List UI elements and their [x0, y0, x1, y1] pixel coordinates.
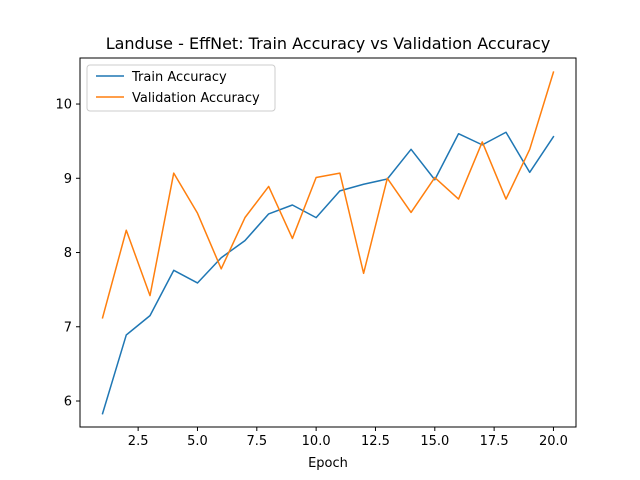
y-tick-label: 10: [55, 98, 72, 113]
legend-label-train-accuracy: Train Accuracy: [131, 70, 227, 85]
x-tick-label: 12.5: [361, 434, 390, 449]
x-tick-label: 2.5: [128, 434, 149, 449]
legend-label-validation-accuracy: Validation Accuracy: [132, 91, 260, 106]
legend-box: [86, 64, 276, 112]
x-tick-label: 17.5: [480, 434, 509, 449]
x-axis-label: Epoch: [308, 456, 348, 471]
plot-area: [79, 57, 577, 428]
y-tick-label: 9: [64, 172, 72, 187]
chart-title: Landuse - EffNet: Train Accuracy vs Vali…: [106, 34, 551, 53]
x-tick-label: 10.0: [302, 434, 331, 449]
x-tick-label: 15.0: [420, 434, 449, 449]
y-tick-label: 6: [64, 395, 72, 410]
legend: Train Accuracy Validation Accuracy: [86, 64, 276, 112]
y-axis-ticks: 6 7 8 9 10: [55, 98, 80, 410]
series-line-validation-accuracy: [101, 71, 555, 319]
x-tick-label: 5.0: [187, 434, 208, 449]
series-layer: [101, 71, 555, 415]
x-tick-label: 20.0: [539, 434, 568, 449]
series-line-train-accuracy: [101, 131, 555, 415]
x-tick-label: 7.5: [246, 434, 267, 449]
y-tick-label: 7: [64, 320, 72, 335]
plot-frame: [79, 57, 577, 428]
x-axis-ticks: 2.5 5.0 7.5 10.0 12.5 15.0 17.5 20.0: [128, 427, 568, 449]
y-tick-label: 8: [64, 246, 72, 261]
